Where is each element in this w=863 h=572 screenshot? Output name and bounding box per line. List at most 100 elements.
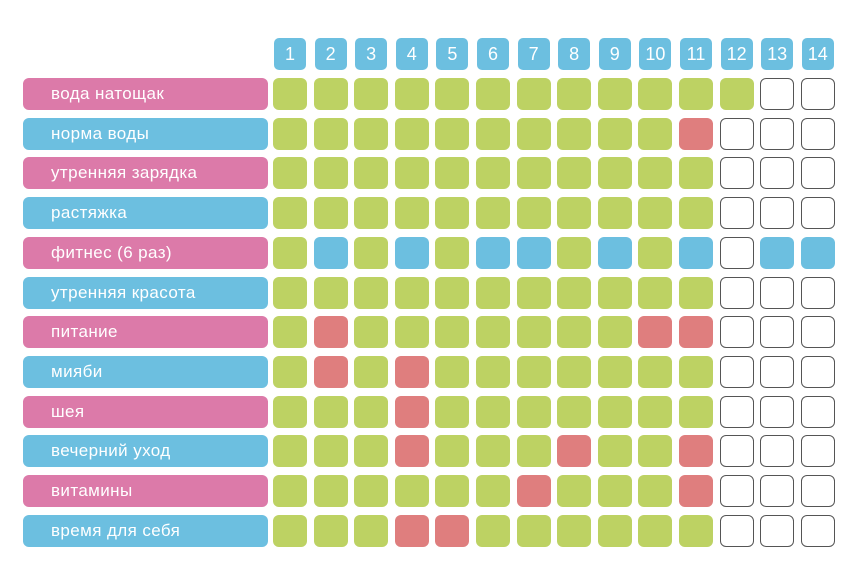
cell-green[interactable] [638,514,673,547]
cell-blue[interactable] [394,236,429,269]
cell-green[interactable] [516,197,551,230]
cell-green[interactable] [597,197,632,230]
cell-green[interactable] [638,236,673,269]
cell-green[interactable] [354,514,389,547]
cell-green[interactable] [516,78,551,110]
cell-green[interactable] [516,395,551,428]
cell-green[interactable] [435,117,470,150]
cell-green[interactable] [273,157,307,190]
cell-green[interactable] [354,157,389,190]
cell-blue[interactable] [800,236,835,269]
cell-empty[interactable] [719,157,754,190]
cell-red[interactable] [313,355,348,388]
cell-empty[interactable] [800,435,835,468]
cell-empty[interactable] [800,316,835,349]
cell-green[interactable] [679,355,713,388]
cell-green[interactable] [638,355,673,388]
cell-empty[interactable] [800,197,835,230]
cell-green[interactable] [435,197,470,230]
cell-green[interactable] [394,78,429,110]
cell-green[interactable] [679,276,713,309]
cell-green[interactable] [638,435,673,468]
cell-red[interactable] [394,395,429,428]
cell-green[interactable] [597,395,632,428]
cell-red[interactable] [394,355,429,388]
cell-green[interactable] [476,157,510,190]
cell-green[interactable] [394,157,429,190]
cell-empty[interactable] [719,276,754,309]
cell-green[interactable] [435,475,470,507]
cell-empty[interactable] [719,355,754,388]
cell-green[interactable] [313,117,348,150]
cell-green[interactable] [597,276,632,309]
cell-red[interactable] [679,435,713,468]
cell-green[interactable] [516,435,551,468]
cell-empty[interactable] [800,355,835,388]
cell-green[interactable] [557,316,592,349]
cell-red[interactable] [679,316,713,349]
cell-green[interactable] [557,197,592,230]
cell-red[interactable] [638,316,673,349]
cell-green[interactable] [273,435,307,468]
cell-empty[interactable] [760,316,795,349]
cell-green[interactable] [394,316,429,349]
cell-empty[interactable] [800,514,835,547]
cell-blue[interactable] [516,236,551,269]
cell-green[interactable] [435,276,470,309]
cell-empty[interactable] [800,78,835,110]
cell-green[interactable] [638,475,673,507]
cell-empty[interactable] [800,157,835,190]
cell-empty[interactable] [719,197,754,230]
cell-empty[interactable] [760,395,795,428]
cell-empty[interactable] [800,276,835,309]
cell-green[interactable] [557,355,592,388]
cell-empty[interactable] [800,475,835,507]
cell-empty[interactable] [719,316,754,349]
cell-green[interactable] [435,395,470,428]
cell-empty[interactable] [800,117,835,150]
cell-green[interactable] [435,355,470,388]
cell-green[interactable] [557,395,592,428]
cell-green[interactable] [313,157,348,190]
cell-green[interactable] [354,395,389,428]
cell-green[interactable] [679,197,713,230]
cell-green[interactable] [354,197,389,230]
cell-green[interactable] [476,197,510,230]
cell-empty[interactable] [719,435,754,468]
cell-green[interactable] [516,316,551,349]
cell-green[interactable] [394,276,429,309]
cell-green[interactable] [516,355,551,388]
cell-green[interactable] [394,117,429,150]
cell-green[interactable] [638,197,673,230]
cell-green[interactable] [476,316,510,349]
cell-green[interactable] [354,435,389,468]
cell-green[interactable] [313,514,348,547]
cell-green[interactable] [638,157,673,190]
cell-green[interactable] [679,157,713,190]
cell-green[interactable] [557,78,592,110]
cell-green[interactable] [597,355,632,388]
cell-green[interactable] [354,475,389,507]
cell-green[interactable] [557,117,592,150]
cell-green[interactable] [313,276,348,309]
cell-green[interactable] [557,157,592,190]
cell-red[interactable] [313,316,348,349]
cell-green[interactable] [273,395,307,428]
cell-green[interactable] [638,276,673,309]
cell-green[interactable] [597,514,632,547]
cell-green[interactable] [638,395,673,428]
cell-green[interactable] [557,475,592,507]
cell-green[interactable] [679,78,713,110]
cell-green[interactable] [273,514,307,547]
cell-green[interactable] [273,276,307,309]
cell-empty[interactable] [719,475,754,507]
cell-green[interactable] [476,475,510,507]
cell-green[interactable] [313,78,348,110]
cell-red[interactable] [679,475,713,507]
cell-green[interactable] [273,355,307,388]
cell-green[interactable] [273,316,307,349]
cell-green[interactable] [354,236,389,269]
cell-blue[interactable] [597,236,632,269]
cell-red[interactable] [435,514,470,547]
cell-green[interactable] [313,197,348,230]
